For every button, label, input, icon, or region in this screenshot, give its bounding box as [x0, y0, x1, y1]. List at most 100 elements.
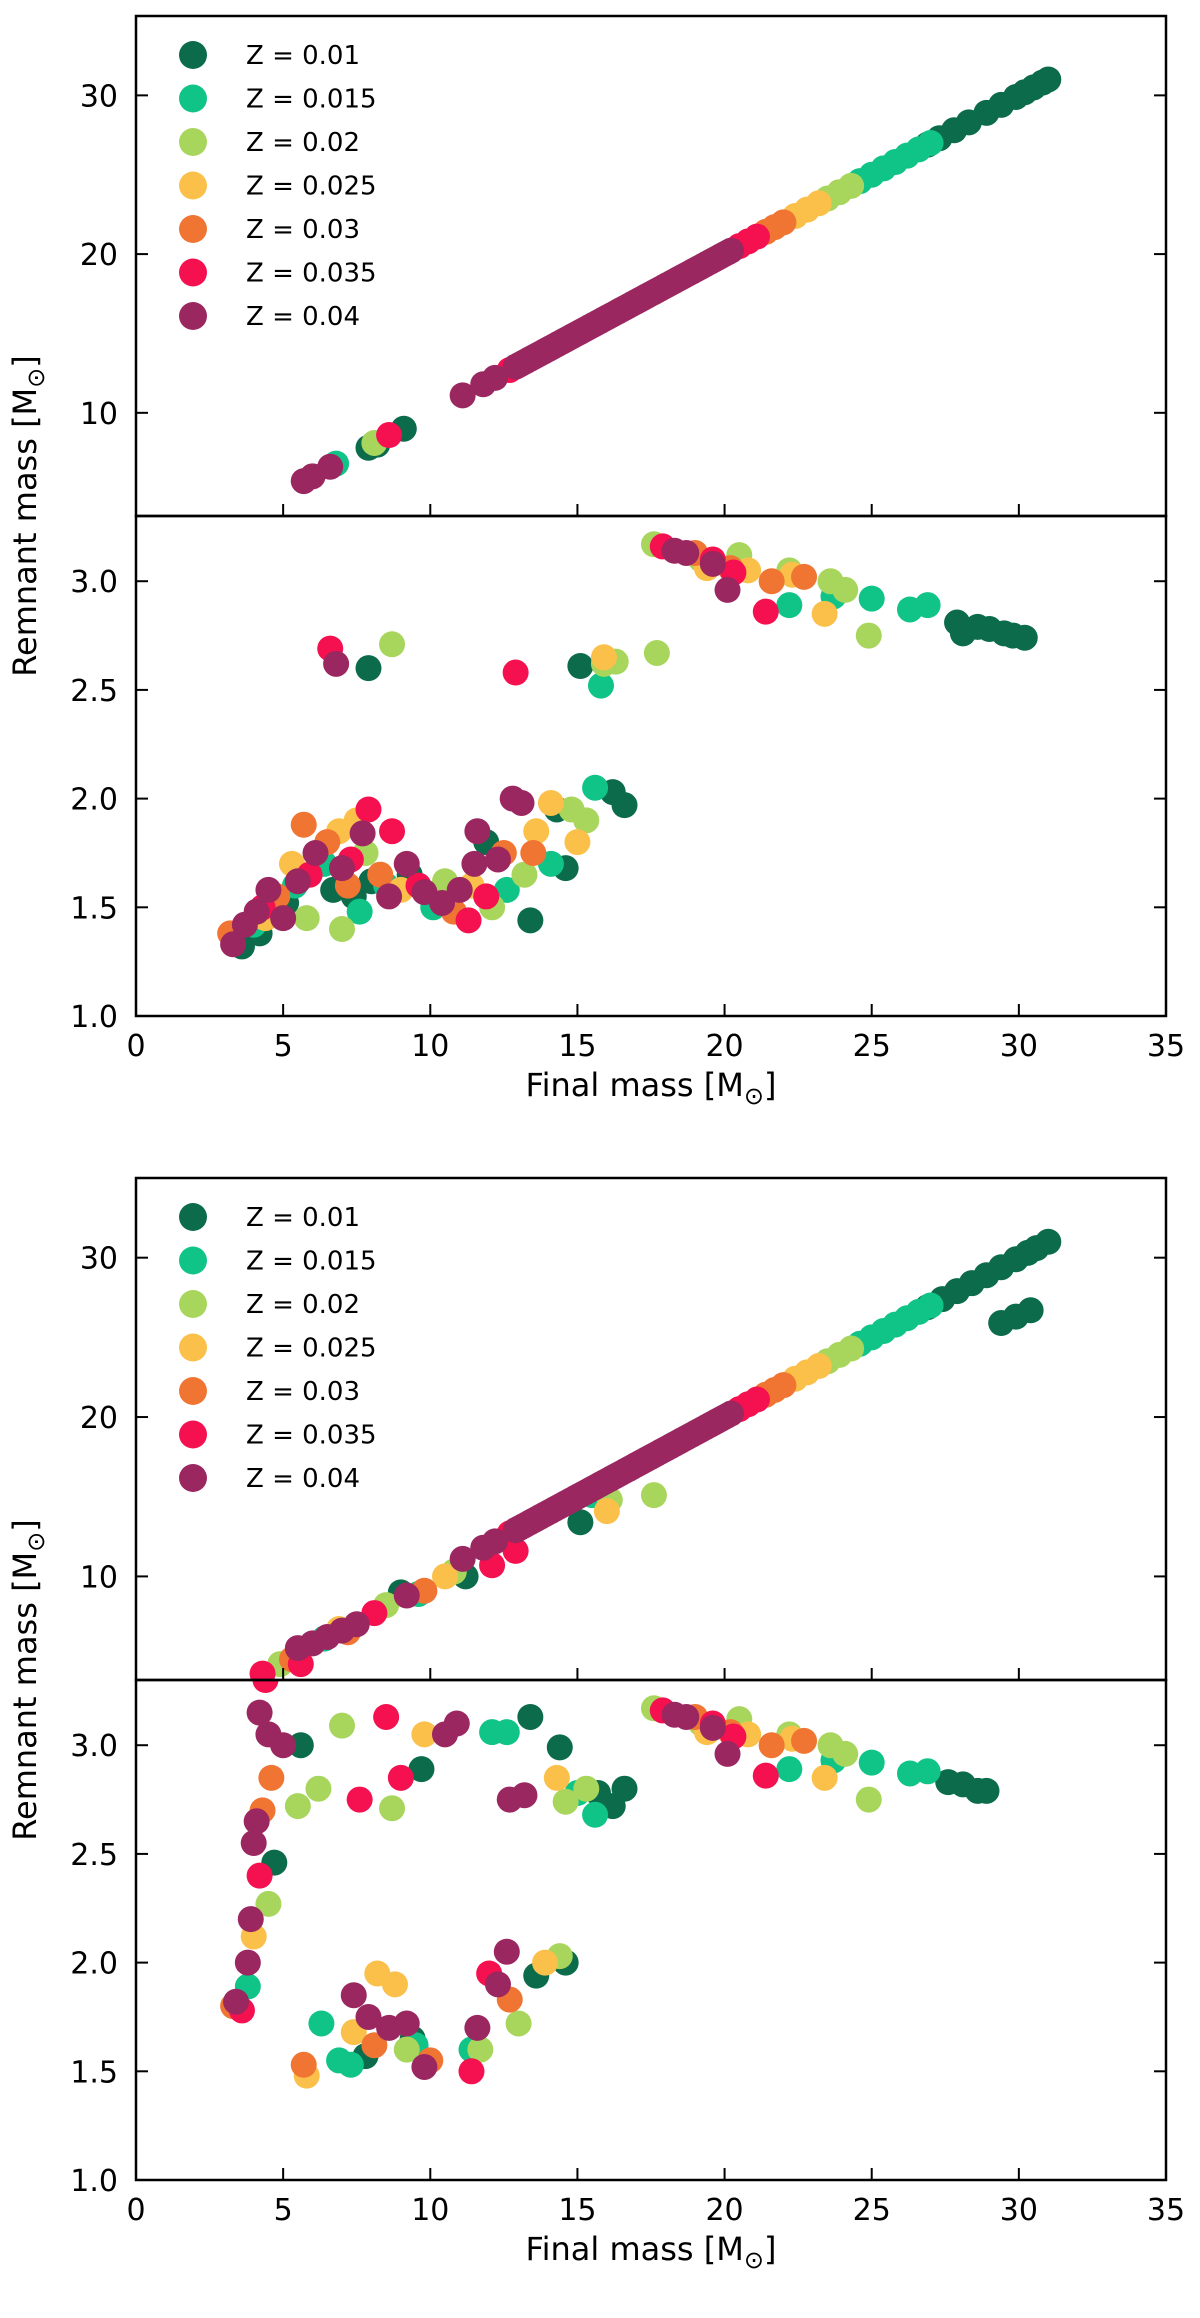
- y-tick-label: 20: [80, 238, 118, 273]
- x-axis-label-text: Final mass [M: [526, 2230, 744, 2268]
- y-tick-label: 3.0: [70, 565, 118, 600]
- data-point: [858, 585, 885, 612]
- legend: Z = 0.01 Z = 0.015 Z = 0.02 Z = 0.025 Z = 0.…: [179, 41, 377, 332]
- data-point: [411, 2053, 438, 2080]
- x-tick-label: 0: [126, 2193, 145, 2228]
- data-point: [258, 1764, 285, 1791]
- data-point: [917, 1292, 944, 1319]
- x-tick-label: 5: [274, 1029, 293, 1064]
- legend-marker: [179, 1333, 207, 1362]
- y-tick-label: 10: [80, 397, 118, 432]
- data-point: [393, 2036, 420, 2063]
- data-point: [237, 1906, 264, 1933]
- legend-label: Z = 0.04: [246, 302, 360, 332]
- data-point: [308, 2010, 335, 2037]
- legend-marker: [179, 128, 207, 156]
- legend-marker: [179, 1377, 207, 1405]
- y-tick-label: 20: [80, 1401, 118, 1436]
- y-tick-label: 1.5: [70, 891, 118, 926]
- x-tick-label: 35: [1147, 2193, 1185, 2228]
- data-point: [517, 1703, 544, 1730]
- y-tick-label: 30: [80, 79, 118, 114]
- data-point: [1035, 1228, 1062, 1255]
- data-point: [346, 898, 373, 925]
- data-point: [355, 796, 382, 823]
- legend-marker: [179, 302, 207, 330]
- data-point: [718, 1400, 745, 1427]
- data-point: [699, 1714, 726, 1741]
- legend-label: Z = 0.035: [246, 1421, 377, 1451]
- data-point: [523, 818, 550, 845]
- data-point: [467, 2036, 494, 2063]
- data-point: [805, 190, 832, 217]
- x-tick-label: 0: [126, 1029, 145, 1064]
- data-point: [505, 2010, 532, 2037]
- data-point: [582, 774, 609, 801]
- data-point: [832, 576, 859, 603]
- data-point: [223, 1988, 250, 2015]
- legend-marker: [179, 84, 207, 113]
- x-tick-label: 5: [274, 2193, 293, 2228]
- legend-marker: [179, 215, 207, 243]
- lower-series-5: [228, 1680, 779, 2085]
- legend-label: Z = 0.015: [246, 85, 377, 115]
- legend-label: Z = 0.03: [246, 1377, 360, 1407]
- legend: Z = 0.01 Z = 0.015 Z = 0.02 Z = 0.025 Z = 0.…: [179, 1203, 377, 1494]
- lower-panel-points: [217, 531, 1038, 960]
- x-tick-label: 15: [558, 2193, 596, 2228]
- data-point: [482, 1528, 509, 1555]
- legend-label: Z = 0.035: [246, 259, 377, 289]
- data-point: [220, 931, 247, 958]
- data-point: [520, 839, 547, 866]
- data-point: [379, 818, 406, 845]
- data-point: [743, 1386, 770, 1413]
- data-point: [255, 1890, 282, 1917]
- data-point: [290, 811, 317, 838]
- data-point: [543, 1764, 570, 1791]
- upper-series-6: [290, 237, 745, 495]
- lower-panel-points: [220, 1680, 1000, 2089]
- data-point: [643, 639, 670, 666]
- legend-marker: [179, 1464, 207, 1492]
- data-point: [791, 1727, 818, 1754]
- data-point: [246, 1862, 273, 1889]
- data-point: [511, 861, 538, 888]
- data-point: [243, 898, 270, 925]
- legend-label: Z = 0.025: [246, 172, 377, 202]
- data-point: [293, 905, 320, 932]
- data-point: [355, 2003, 382, 2030]
- data-point: [376, 883, 403, 910]
- data-point: [811, 600, 838, 627]
- data-point: [673, 539, 700, 566]
- x-tick-label: 10: [411, 2193, 449, 2228]
- data-point: [917, 129, 944, 156]
- data-point: [240, 1830, 267, 1857]
- data-point: [1017, 1297, 1044, 1324]
- data-point: [373, 1703, 400, 1730]
- data-point: [411, 1721, 438, 1748]
- x-axis-label-sun-symbol: ⊙: [744, 2246, 764, 2274]
- data-point: [973, 1777, 1000, 1804]
- data-point: [935, 1769, 962, 1796]
- data-point: [379, 631, 406, 658]
- data-point: [393, 2010, 420, 2037]
- legend-label: Z = 0.025: [246, 1334, 377, 1364]
- data-point: [587, 672, 614, 699]
- data-point: [593, 1498, 620, 1525]
- data-point: [249, 1660, 276, 1680]
- data-point: [449, 382, 476, 409]
- data-point: [564, 829, 591, 856]
- data-point: [1035, 66, 1062, 93]
- y-axis-label-sun-symbol: ⊙: [22, 1532, 50, 1552]
- data-point: [449, 1545, 476, 1572]
- data-point: [329, 916, 355, 943]
- y-axis-label: Remnant mass [M⊙]: [6, 355, 50, 677]
- y-tick-label: 2.5: [70, 674, 118, 709]
- legend-marker: [179, 1420, 207, 1449]
- data-point: [323, 650, 350, 677]
- data-point: [484, 846, 511, 873]
- y-tick-label: 1.0: [70, 2164, 118, 2199]
- data-point: [546, 1734, 573, 1761]
- data-point: [464, 2014, 491, 2041]
- data-point: [805, 1353, 832, 1380]
